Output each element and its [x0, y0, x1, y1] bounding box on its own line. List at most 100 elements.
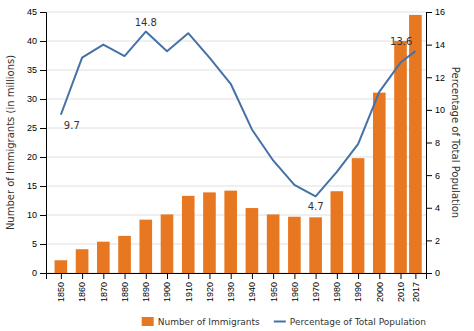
x-axis-tick-label: 1950 [269, 282, 279, 302]
bar [182, 196, 195, 273]
y2-axis-tick-label: 8 [435, 138, 440, 148]
x-axis-tick-label: 1870 [99, 282, 109, 302]
x-axis-tick: 1940 [247, 273, 257, 302]
x-axis-tick: 1850 [56, 273, 66, 302]
y2-axis-tick: 4 [426, 203, 440, 213]
y2-axis-title: Percentage of Total Population [450, 67, 461, 218]
y-axis-tick-mark [40, 157, 46, 158]
x-axis-tick-mark [294, 273, 295, 279]
x-axis-tick: 1880 [120, 273, 130, 302]
chart-container: 1850186018701880189019001910192019301940… [0, 0, 474, 331]
x-axis-tick: 1870 [99, 273, 109, 302]
y-axis-tick-mark [40, 186, 46, 187]
y-axis-tick-label: 45 [27, 7, 37, 17]
annotation: 13.6 [390, 36, 412, 47]
bar [288, 217, 301, 273]
bar [139, 220, 152, 273]
line [61, 32, 416, 197]
x-axis-tick-mark [401, 273, 402, 279]
y2-axis-line [427, 13, 433, 274]
x-axis-tick: 1890 [141, 273, 151, 302]
y2-axis-tick-mark [426, 110, 432, 111]
y2-axis: 0246810121416 [426, 7, 445, 278]
x-axis-tick-label: 1930 [226, 282, 236, 302]
x-axis-tick-label: 2010 [396, 282, 406, 302]
y-axis-tick-mark [40, 12, 46, 13]
bar-series [55, 15, 422, 273]
legend-item: Percentage of Total Population [274, 317, 426, 327]
y2-axis-tick-mark [426, 12, 432, 13]
x-axis-tick-label: 1880 [120, 282, 130, 302]
y2-axis-tick-label: 0 [435, 268, 440, 278]
x-axis-tick: 2010 [396, 273, 406, 302]
x-axis-tick: 1970 [311, 273, 321, 302]
x-axis-tick-label: 1980 [332, 282, 342, 302]
bar [224, 191, 237, 273]
x-axis-tick-mark [231, 273, 232, 279]
x-axis-tick-label: 1850 [56, 282, 66, 302]
y2-axis-tick-mark [426, 273, 432, 274]
x-axis-tick-mark [61, 273, 62, 279]
y-axis-tick: 10 [27, 210, 46, 220]
bar [331, 191, 344, 273]
bar [161, 214, 174, 273]
x-axis-tick-mark [167, 273, 168, 279]
y-axis-tick: 25 [27, 123, 46, 133]
x-axis-tick-mark [146, 273, 147, 279]
x-axis-tick-label: 1940 [247, 282, 257, 302]
legend-label: Number of Immigrants [158, 317, 260, 327]
y-axis-tick: 35 [27, 65, 46, 75]
y-axis-tick-mark [40, 273, 46, 274]
bar [394, 41, 407, 273]
bar [55, 260, 68, 273]
legend-label: Percentage of Total Population [290, 317, 426, 327]
grid-line [46, 70, 426, 71]
y2-axis-tick: 2 [426, 236, 440, 246]
x-axis-tick-label: 1970 [311, 282, 321, 302]
y2-axis-tick-label: 6 [435, 171, 440, 181]
y2-axis-tick: 6 [426, 171, 440, 181]
legend-swatch [274, 321, 286, 323]
y2-axis-tick-mark [426, 45, 432, 46]
y2-axis-tick-label: 4 [435, 203, 440, 213]
x-axis-tick-mark [103, 273, 104, 279]
y2-axis-tick-label: 16 [435, 7, 445, 17]
legend: Number of Immigrants Percentage of Total … [142, 317, 426, 327]
y2-axis-tick: 0 [426, 268, 440, 278]
y2-axis-tick-mark [426, 77, 432, 78]
y-axis-tick: 20 [27, 152, 46, 162]
x-axis-tick-label: 1890 [141, 282, 151, 302]
x-axis-tick: 1930 [226, 273, 236, 302]
x-axis-line [47, 274, 427, 280]
y2-axis-tick-label: 2 [435, 236, 440, 246]
x-axis-tick: 1910 [184, 273, 194, 302]
x-axis-tick: 1860 [77, 273, 87, 302]
x-axis-tick-mark [415, 273, 416, 279]
y2-axis-tick-mark [426, 208, 432, 209]
y-axis-tick-label: 35 [27, 65, 37, 75]
y-axis-tick-mark [40, 70, 46, 71]
y-axis-tick-label: 10 [27, 210, 37, 220]
bar [97, 242, 110, 273]
x-axis-tick-mark [379, 273, 380, 279]
y-axis-tick-label: 5 [32, 239, 37, 249]
y-axis-title: Number of Immigrants (in millions) [5, 55, 16, 230]
grid-line [46, 186, 426, 187]
annotation: 14.8 [135, 17, 157, 28]
y-axis-tick-mark [40, 215, 46, 216]
y-axis-tick-label: 15 [27, 181, 37, 191]
x-axis-tick-mark [252, 273, 253, 279]
bar [267, 214, 280, 273]
x-axis-tick-label: 1920 [205, 282, 215, 302]
x-axis-tick-mark [358, 273, 359, 279]
annotations: 9.714.84.713.6 [64, 17, 413, 213]
y-axis-tick: 5 [32, 239, 46, 249]
x-axis-tick: 1980 [332, 273, 342, 302]
y-axis-tick: 30 [27, 94, 46, 104]
y-axis-tick-label: 30 [27, 94, 37, 104]
bar [246, 208, 259, 273]
y-axis-tick-label: 25 [27, 123, 37, 133]
x-axis-tick-label: 1990 [353, 282, 363, 302]
x-axis-tick-mark [125, 273, 126, 279]
y2-axis-tick: 12 [426, 73, 445, 83]
